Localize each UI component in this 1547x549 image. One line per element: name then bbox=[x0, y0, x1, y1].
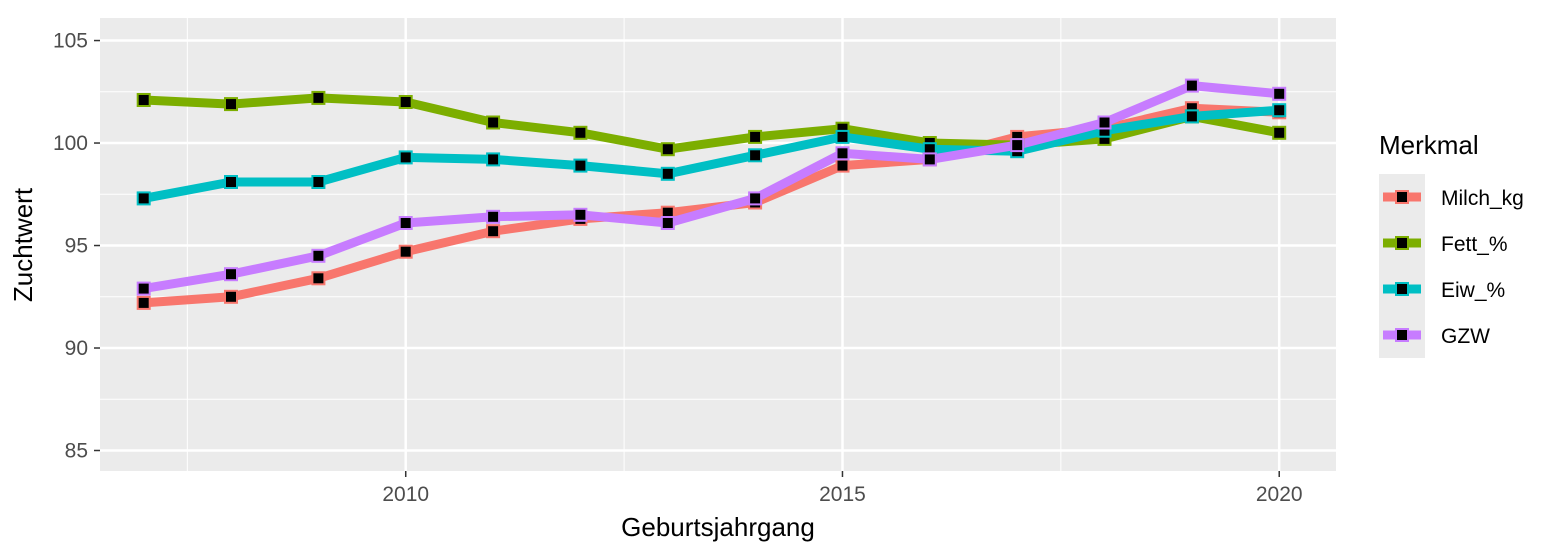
data-point bbox=[835, 146, 850, 161]
y-tick-label: 100 bbox=[53, 132, 88, 155]
data-point bbox=[398, 95, 413, 109]
data-point bbox=[311, 271, 326, 286]
data-point bbox=[398, 216, 413, 230]
data-point bbox=[136, 93, 151, 107]
x-tick-label: 2020 bbox=[1256, 483, 1303, 506]
data-point bbox=[1272, 86, 1287, 101]
data-point bbox=[486, 224, 501, 239]
data-point bbox=[1272, 125, 1287, 140]
data-point bbox=[660, 216, 675, 230]
data-point bbox=[224, 267, 238, 282]
data-point bbox=[224, 175, 238, 189]
x-axis: 2010 2015 2020 bbox=[382, 471, 1303, 506]
legend-item-Eiw_%: Eiw_% bbox=[1379, 266, 1505, 312]
data-point bbox=[136, 295, 151, 310]
data-point bbox=[398, 150, 413, 165]
series-line-Eiw_% bbox=[142, 105, 1280, 203]
legend-key-point bbox=[1395, 190, 1409, 204]
data-point bbox=[398, 244, 413, 259]
data-point bbox=[573, 158, 588, 173]
data-point bbox=[835, 158, 850, 173]
data-point bbox=[573, 125, 588, 140]
data-point bbox=[573, 207, 588, 222]
legend-label: Eiw_% bbox=[1441, 279, 1505, 302]
y-tick-label: 95 bbox=[65, 235, 88, 258]
legend-key-point bbox=[1395, 282, 1409, 296]
data-point bbox=[136, 191, 151, 206]
legend: Merkmal Milch_kg Fett_% Eiw_% GZW bbox=[1379, 130, 1524, 358]
series-line-Fett_% bbox=[143, 93, 1281, 154]
data-point bbox=[748, 191, 763, 206]
legend-item-Milch_kg: Milch_kg bbox=[1379, 174, 1524, 220]
legend-title: Merkmal bbox=[1379, 130, 1479, 160]
series-layer bbox=[136, 78, 1287, 310]
data-point bbox=[136, 281, 151, 296]
y-axis: 85 90 95 100 105 bbox=[53, 30, 100, 463]
legend-item-GZW: GZW bbox=[1379, 312, 1490, 358]
y-axis-title: Zuchtwert bbox=[8, 187, 38, 302]
y-tick-label: 85 bbox=[65, 440, 88, 463]
data-point bbox=[486, 209, 501, 224]
data-point bbox=[1184, 78, 1199, 93]
legend-label: Fett_% bbox=[1441, 233, 1508, 256]
legend-key-point bbox=[1395, 328, 1409, 342]
data-point bbox=[486, 115, 501, 130]
data-point bbox=[311, 175, 326, 189]
minor-gridlines bbox=[100, 18, 1336, 471]
data-point bbox=[835, 129, 850, 144]
data-point bbox=[748, 148, 763, 163]
x-tick-label: 2015 bbox=[819, 483, 866, 506]
legend-label: GZW bbox=[1441, 325, 1490, 348]
data-point bbox=[1272, 103, 1287, 118]
data-point bbox=[311, 90, 326, 105]
series-line-GZW bbox=[142, 81, 1280, 294]
y-tick-label: 90 bbox=[65, 337, 88, 360]
data-point bbox=[922, 152, 937, 167]
data-point bbox=[486, 152, 501, 167]
data-point bbox=[224, 289, 238, 304]
data-point bbox=[660, 142, 675, 157]
data-point bbox=[1184, 109, 1199, 124]
legend-item-Fett_%: Fett_% bbox=[1379, 220, 1508, 266]
data-point bbox=[224, 97, 238, 112]
x-tick-label: 2010 bbox=[382, 483, 429, 506]
data-point bbox=[660, 166, 675, 181]
legend-key-point bbox=[1395, 236, 1409, 250]
x-axis-title: Geburtsjahrgang bbox=[621, 512, 815, 542]
data-point bbox=[1097, 115, 1112, 130]
data-point bbox=[311, 248, 326, 263]
data-point bbox=[748, 129, 763, 144]
data-point bbox=[1010, 138, 1025, 153]
y-tick-label: 105 bbox=[53, 30, 88, 53]
legend-label: Milch_kg bbox=[1441, 187, 1524, 210]
